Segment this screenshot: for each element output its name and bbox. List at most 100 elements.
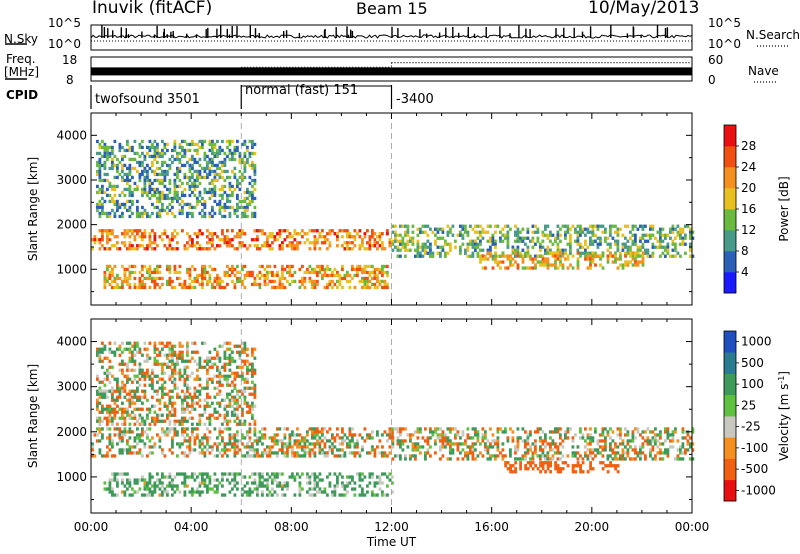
- data-cell: [689, 242, 692, 246]
- data-cell: [193, 478, 197, 482]
- data-cell: [666, 436, 670, 440]
- data-cell: [191, 401, 194, 405]
- data-cell: [429, 248, 432, 252]
- data-cell: [311, 282, 314, 287]
- data-cell: [664, 236, 667, 240]
- data-cell: [388, 430, 392, 434]
- data-cell: [308, 427, 312, 431]
- data-cell: [571, 451, 575, 455]
- data-cell: [98, 163, 102, 168]
- data-cell: [186, 247, 189, 251]
- data-cell: [241, 392, 244, 396]
- data-cell: [569, 251, 572, 255]
- data-cell: [128, 282, 132, 287]
- data-cell: [148, 241, 152, 245]
- data-cell: [251, 193, 254, 198]
- data-cell: [666, 251, 670, 255]
- data-cell: [286, 451, 289, 455]
- data-cell: [251, 442, 254, 446]
- data-cell: [106, 151, 109, 156]
- data-cell: [181, 139, 184, 144]
- data-cell: [509, 448, 512, 452]
- data-cell: [208, 187, 212, 192]
- data-cell: [128, 145, 132, 150]
- data-cell: [346, 273, 349, 278]
- data-cell: [303, 285, 307, 290]
- data-cell: [456, 448, 460, 452]
- data-cell: [168, 178, 172, 183]
- data-cell: [308, 481, 312, 485]
- data-cell: [191, 139, 194, 144]
- data-cell: [171, 374, 174, 378]
- data-cell: [183, 154, 187, 159]
- data-cell: [534, 448, 537, 452]
- data-cell: [231, 487, 234, 491]
- data-cell: [198, 493, 202, 497]
- data-cell: [689, 436, 692, 440]
- data-cell: [248, 199, 252, 204]
- data-cell: [649, 227, 652, 231]
- data-cell: [243, 395, 247, 399]
- data-cell: [286, 454, 289, 458]
- data-cell: [211, 151, 214, 156]
- data-cell: [534, 254, 537, 258]
- data-cell: [376, 285, 379, 290]
- data-cell: [426, 439, 430, 443]
- data-cell: [111, 187, 114, 192]
- data-cell: [534, 430, 537, 434]
- data-cell: [353, 244, 357, 248]
- data-cell: [158, 199, 162, 204]
- data-cell: [271, 270, 274, 275]
- data-cell: [146, 347, 149, 351]
- data-cell: [98, 187, 102, 192]
- data-cell: [113, 199, 117, 204]
- data-cell: [251, 199, 254, 204]
- data-cell: [143, 422, 147, 426]
- data-cell: [101, 208, 104, 213]
- data-cell: [223, 178, 227, 183]
- data-cell: [138, 163, 142, 168]
- data-cell: [691, 254, 695, 258]
- data-cell: [241, 199, 244, 204]
- data-cell: [546, 248, 550, 252]
- data-cell: [121, 190, 124, 195]
- data-cell: [328, 427, 332, 431]
- data-cell: [476, 430, 480, 434]
- data-cell: [554, 236, 557, 240]
- data-cell: [141, 238, 144, 242]
- data-cell: [208, 196, 212, 201]
- data-cell: [93, 235, 97, 239]
- data-cell: [674, 242, 677, 246]
- data-cell: [198, 439, 202, 443]
- data-cell: [363, 247, 367, 251]
- data-cell: [606, 433, 610, 437]
- data-cell: [541, 464, 545, 468]
- data-cell: [151, 270, 154, 275]
- data-cell: [106, 193, 109, 198]
- data-cell: [156, 178, 159, 183]
- data-cell: [566, 230, 570, 234]
- data-cell: [193, 181, 197, 186]
- data-cell: [193, 436, 197, 440]
- data-cell: [288, 439, 292, 443]
- data-cell: [399, 248, 402, 252]
- data-cell: [121, 279, 124, 284]
- data-cell: [103, 166, 107, 171]
- data-cell: [629, 251, 632, 255]
- data-cell: [216, 163, 219, 168]
- data-cell: [191, 404, 194, 408]
- data-cell: [243, 199, 247, 204]
- data-cell: [141, 430, 144, 434]
- data-cell: [146, 175, 149, 180]
- data-cell: [361, 493, 364, 497]
- data-cell: [391, 430, 394, 434]
- data-cell: [449, 245, 452, 249]
- data-cell: [574, 470, 577, 474]
- data-cell: [98, 419, 102, 423]
- scatter-band: [96, 341, 257, 426]
- data-cell: [163, 244, 167, 248]
- data-cell: [248, 154, 252, 159]
- data-cell: [333, 484, 337, 488]
- data-cell: [226, 264, 229, 269]
- data-cell: [466, 433, 470, 437]
